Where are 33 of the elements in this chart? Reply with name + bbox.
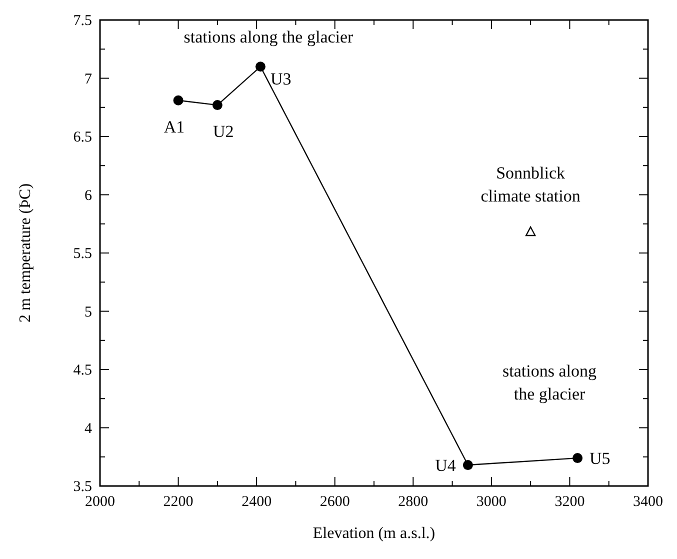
annotation: stations along the glacier [502, 362, 598, 404]
y-tick-label: 6.5 [73, 130, 92, 146]
point [462, 460, 473, 470]
annotation: stations along the glacier [184, 28, 354, 47]
y-tick-label: 4 [84, 420, 92, 437]
annotation: Sonnblick climate station [480, 164, 581, 206]
y-axis-title: 2 m temperature (ÞC) [17, 183, 34, 323]
point [525, 226, 536, 236]
x-axis-title: Elevation (m a.s.l.) [312, 525, 436, 542]
x-tick-label: 3000 [476, 494, 506, 510]
y-tick-label: 7 [84, 71, 92, 88]
x-tick-label: 2800 [398, 494, 428, 510]
annotation: A1 [164, 117, 185, 136]
x-tick-label: 2000 [85, 494, 115, 510]
annotation: U4 [435, 456, 456, 476]
point [572, 453, 583, 464]
annotation: U5 [590, 449, 610, 468]
y-tick-label: 7.5 [73, 13, 92, 29]
x-tick-label: 3200 [554, 494, 585, 510]
y-tick-label: 3.5 [73, 479, 92, 495]
annotation: U2 [213, 122, 234, 142]
x-tick-label: 3400 [633, 494, 663, 510]
y-tick-label: 4.5 [73, 362, 92, 378]
point [173, 95, 184, 106]
x-tick-label: 2200 [163, 494, 194, 510]
point [212, 100, 222, 110]
x-tick-label: 2400 [242, 494, 272, 510]
y-tick-label: 5 [84, 304, 92, 320]
annotation: U3 [270, 70, 292, 89]
point [255, 62, 266, 72]
x-tick-label: 2600 [320, 494, 350, 510]
y-tick-label: 5.5 [73, 246, 92, 262]
y-tick-label: 6 [84, 188, 92, 204]
